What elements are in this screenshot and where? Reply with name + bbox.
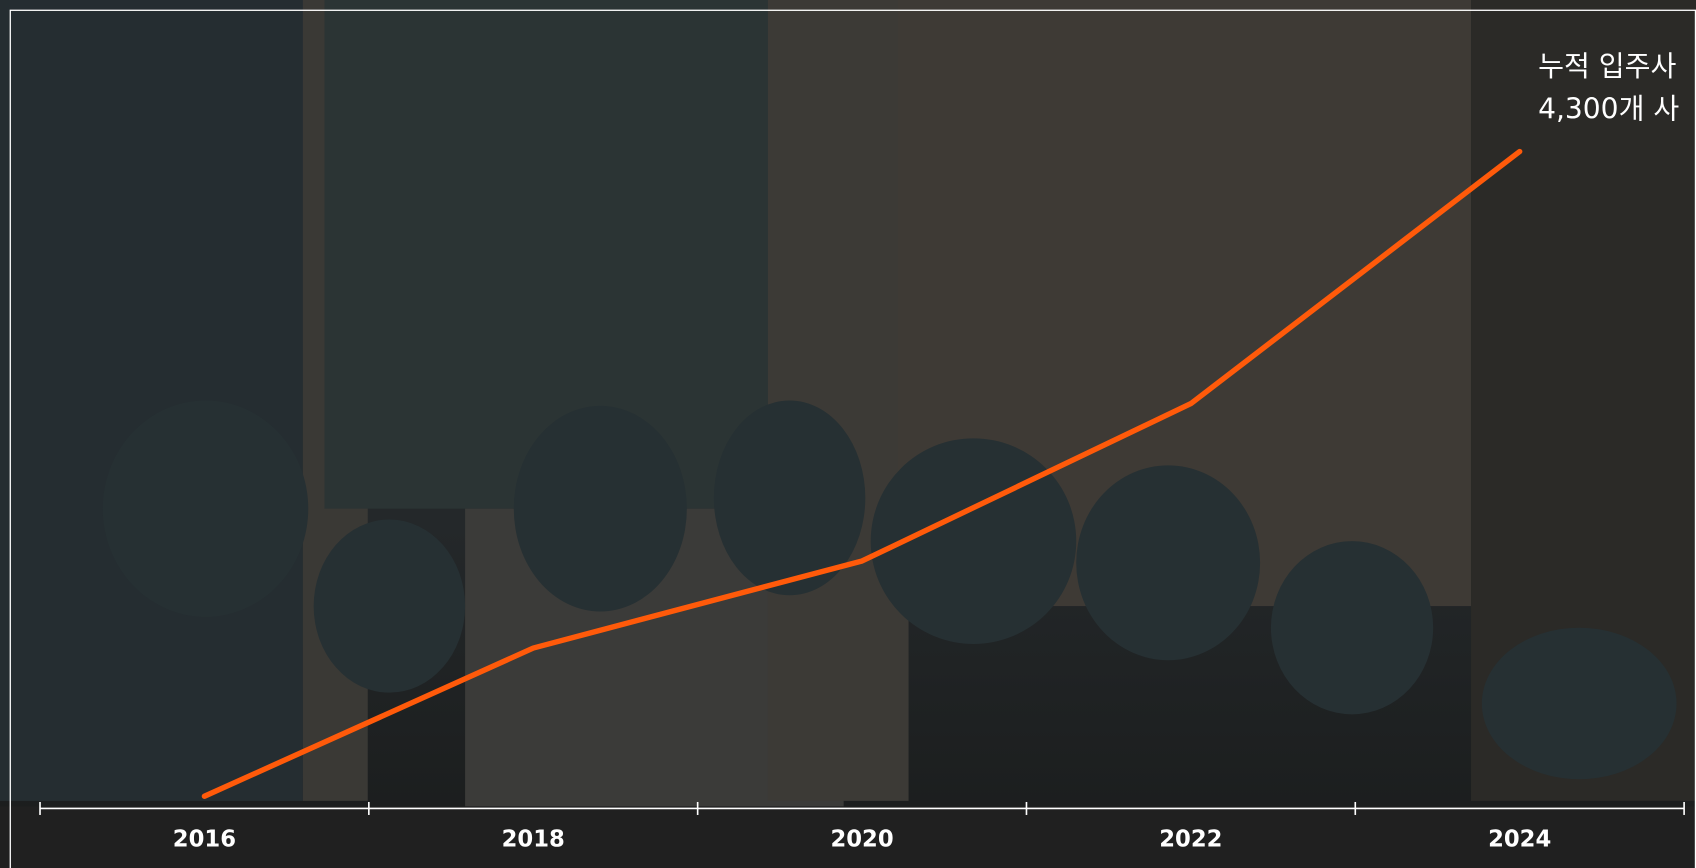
chart: 누적 입주사 2016 2018 2020 2022 2024 4,300개 사 xyxy=(0,0,1696,868)
x-tick-label: 2022 xyxy=(1159,826,1222,852)
x-tick-label: 2020 xyxy=(830,826,893,852)
page: {"chart_data": {"type": "line", "annotat… xyxy=(0,0,1696,868)
annotation: 누적 입주사 xyxy=(1538,50,1676,83)
background-photo xyxy=(0,0,1696,868)
x-tick-label: 2024 xyxy=(1488,826,1551,852)
x-tick-label: 2016 xyxy=(173,826,236,852)
value-label: 4,300개 사 xyxy=(1538,92,1679,125)
x-tick-label: 2018 xyxy=(502,826,565,852)
